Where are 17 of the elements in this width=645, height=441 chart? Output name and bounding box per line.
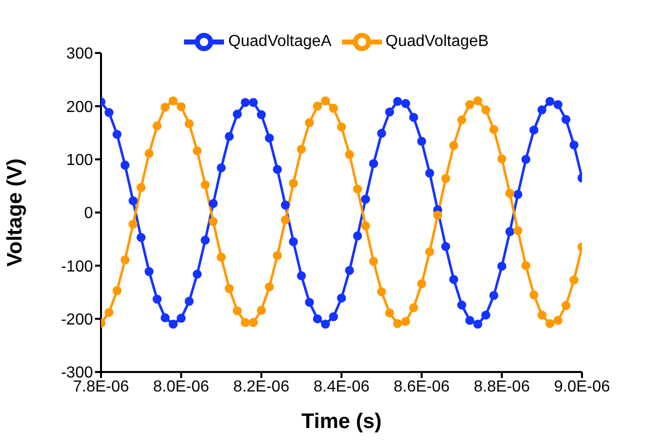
y-tick-label: -100	[60, 258, 94, 276]
x-tick-label: 8.6E-06	[394, 378, 450, 396]
y-tick-label: 300	[66, 46, 94, 63]
y-tick-label: -200	[60, 312, 94, 329]
y-tick-label: 100	[66, 152, 94, 170]
x-tick-label: 8.4E-06	[313, 378, 370, 396]
x-tick-label: 8.2E-06	[233, 378, 290, 396]
x-tick-label: 7.8E-06	[72, 378, 130, 396]
legend-label: QuadVoltageB	[386, 33, 489, 50]
y-tick-label: 200	[66, 98, 94, 116]
y-axis-title: Voltage (V)	[3, 158, 26, 267]
x-axis-title: Time (s)	[301, 410, 382, 433]
x-tick-label: 8.8E-06	[474, 378, 530, 396]
y-tick-label: 0	[84, 205, 94, 222]
x-tick-label: 8.0E-06	[153, 378, 210, 396]
legend-label: QuadVoltageA	[228, 33, 332, 50]
x-tick-label: 9.0E-06	[554, 378, 610, 396]
